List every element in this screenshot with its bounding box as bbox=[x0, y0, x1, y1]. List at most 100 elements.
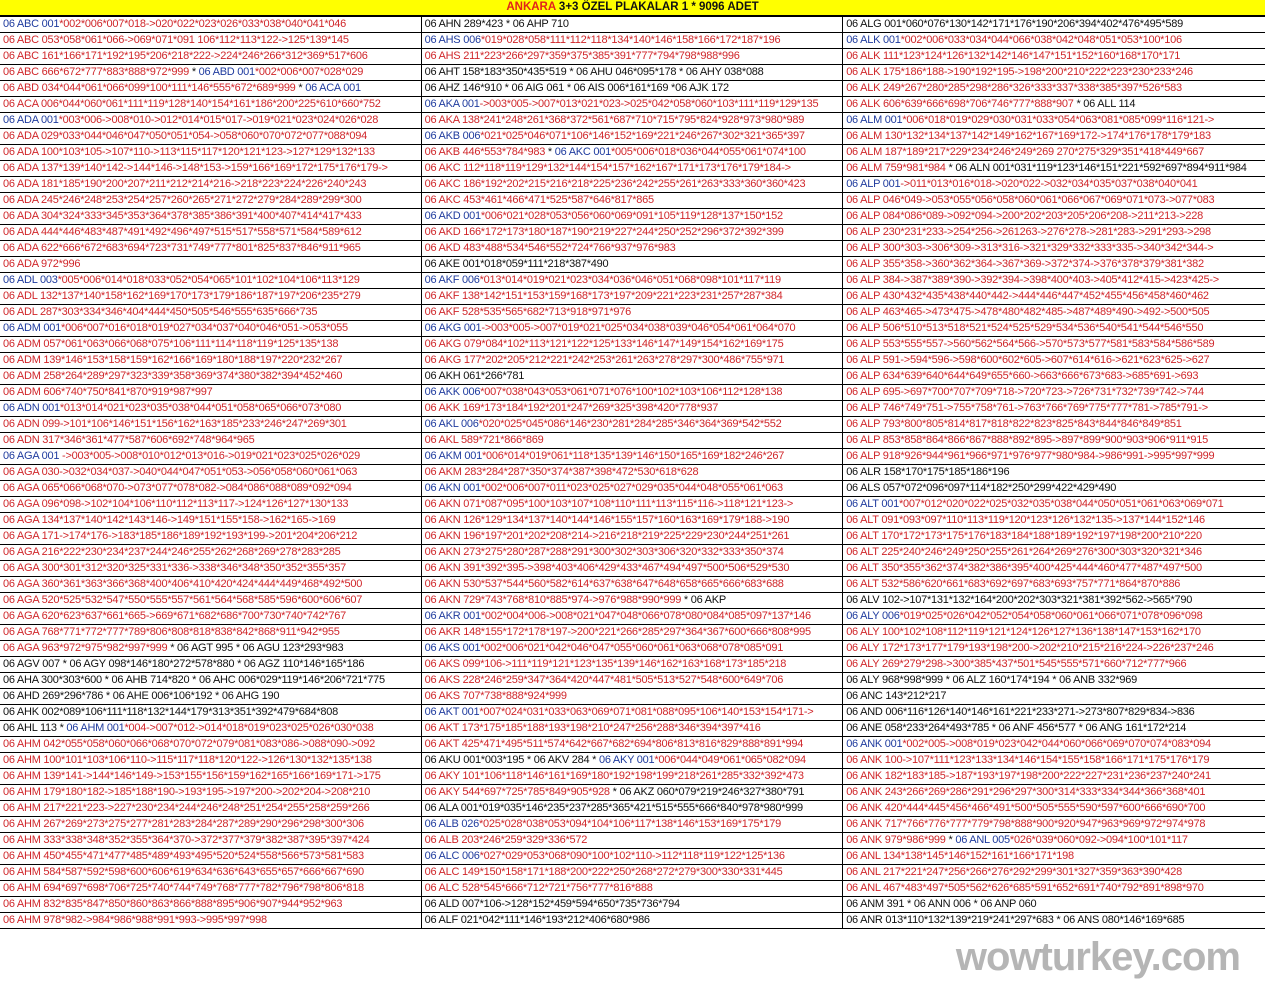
plate-row: 06 ALK 001*002*006*033*034*044*066*038*0… bbox=[843, 33, 1265, 49]
plate-segment: 06 AHL 113 * bbox=[3, 722, 67, 734]
plate-row: 06 ANK 717*766*776*777*779*798*888*900*9… bbox=[843, 817, 1265, 833]
plate-segment: *002*006*007*028*029 bbox=[254, 66, 364, 78]
plate-segment: 06 ALK 001 bbox=[846, 34, 901, 46]
plate-segment: 06 AGA 216*222*230*234*237*244*246*255*2… bbox=[3, 546, 341, 558]
plate-segment: 06 ALP 506*510*513*518*521*524*525*529*5… bbox=[846, 322, 1204, 334]
plate-row: 06 ADA 304*324*333*345*353*364*378*385*3… bbox=[0, 209, 421, 225]
plate-row: 06 ANC 143*212*217 bbox=[843, 689, 1265, 705]
plate-segment: *021*025*046*071*106*146*152*169*221*246… bbox=[480, 130, 805, 142]
plate-segment: 06 ALP 746*749*751->755*758*761->763*766… bbox=[846, 402, 1208, 414]
plate-segment: 06 ABC 161*166*171*192*195*206*218*222->… bbox=[3, 50, 368, 62]
plate-row: 06 AKA 138*241*248*261*368*372*561*687*7… bbox=[421, 113, 843, 129]
plate-segment: 06 ABC 001 bbox=[3, 18, 60, 30]
plate-segment: *006*018*019*029*030*031*033*054*063*081… bbox=[902, 114, 1215, 126]
plate-segment: 06 AHM 450*455*471*477*485*489*493*495*5… bbox=[3, 850, 364, 862]
plate-row: 06 AGA 030->032*034*037->040*044*047*051… bbox=[0, 465, 421, 481]
plate-row: 06 ANK 420*444*445*456*466*491*500*505*5… bbox=[843, 801, 1265, 817]
plate-segment: 06 ADA 245*246*248*253*254*257*260*265*2… bbox=[3, 194, 362, 206]
plate-segment: 06 AKF 006 bbox=[424, 274, 480, 286]
plate-row: 06 AGA 963*972*975*982*997*999 * 06 AGT … bbox=[0, 641, 421, 657]
plate-segment: 06 AKS 099*106->111*119*121*123*135*139*… bbox=[424, 658, 787, 670]
plate-segment: 06 ADA 029*033*044*046*047*050*051*054->… bbox=[3, 130, 368, 142]
plate-row: 06 ADL 287*303*334*346*404*444*450*505*5… bbox=[0, 305, 421, 321]
plate-row: 06 AKR 148*155*172*178*197->200*221*266*… bbox=[421, 625, 843, 641]
plate-row: 06 ADM 606*740*750*841*870*919*987*997 bbox=[0, 385, 421, 401]
plate-segment: 06 AKB 446*553*784*983 bbox=[424, 146, 546, 158]
plate-segment: 06 AKG 001 bbox=[424, 322, 482, 334]
plate-row: 06 ALP 793*800*805*814*817*818*822*823*8… bbox=[843, 417, 1265, 433]
plate-row: 06 ALS 057*072*096*097*114*182*250*299*4… bbox=[843, 481, 1265, 497]
plate-segment: 06 ADL 132*137*140*158*162*169*170*173*1… bbox=[3, 290, 361, 302]
plate-segment: 06 ADA 181*185*190*200*207*211*212*214*2… bbox=[3, 178, 367, 190]
plate-row: 06 AKR 001*002*004*006->008*021*047*048*… bbox=[421, 609, 843, 625]
plate-segment: 06 AHM 042*055*058*060*066*068*070*072*0… bbox=[3, 738, 376, 750]
plate-row: 06 AHM 267*269*273*275*277*281*283*284*2… bbox=[0, 817, 421, 833]
plate-segment: 06 AGA 620*623*637*661*665->669*671*682*… bbox=[3, 610, 347, 622]
plate-segment: 06 AKN 071*087*095*100*103*107*108*110*1… bbox=[424, 498, 794, 510]
plate-row: 06 AKL 589*721*866*869 bbox=[421, 433, 843, 449]
plate-segment: 06 ADA 137*139*140*142->144*146->148*153… bbox=[3, 162, 388, 174]
plate-row: 06 AKS 001*002*006*021*042*046*047*055*0… bbox=[421, 641, 843, 657]
plate-segment: 06 AHM 267*269*273*275*277*281*283*284*2… bbox=[3, 818, 364, 830]
plate-row: 06 AGA 096*098->102*104*106*110*112*113*… bbox=[0, 497, 421, 513]
plate-segment: 06 AKE 001*018*059*111*218*387*490 bbox=[424, 258, 609, 270]
plate-row: 06 ALP 084*086*089->092*094->200*202*203… bbox=[843, 209, 1265, 225]
plate-segment: 06 AHM 333*338*348*352*355*364*370->372*… bbox=[3, 834, 370, 846]
plate-segment: *002*004*006->008*021*047*048*066*078*08… bbox=[480, 610, 811, 622]
plate-segment: 06 ADM 001 bbox=[3, 322, 62, 334]
plate-segment: *002*005->008*019*023*042*044*060*066*06… bbox=[902, 738, 1211, 750]
plate-segment: 06 ALT 091*093*097*110*113*119*120*123*1… bbox=[846, 514, 1205, 526]
plate-segment: 06 AHM 139*141->144*146*149->153*155*156… bbox=[3, 770, 381, 782]
plate-segment: *025*028*038*053*094*104*106*117*138*146… bbox=[478, 818, 782, 830]
plate-row: 06 ALC 149*150*158*171*188*200*222*250*2… bbox=[421, 865, 843, 881]
plate-row: 06 AKK 169*173*184*192*201*247*269*325*3… bbox=[421, 401, 843, 417]
plate-row: 06 ACA 006*044*060*061*111*119*128*140*1… bbox=[0, 97, 421, 113]
sheet-title: ANKARA 3+3 ÖZEL PLAKALAR 1 * 9096 ADET bbox=[0, 0, 1265, 17]
watermark: wowturkey.com bbox=[955, 935, 1241, 979]
plate-row: 06 AKT 425*471*495*511*574*642*667*682*6… bbox=[421, 737, 843, 753]
plate-row: 06 ALF 021*042*111*146*193*212*406*680*9… bbox=[421, 913, 843, 929]
plate-segment: 06 ALP 591->594*596->598*600*602*605->60… bbox=[846, 354, 1210, 366]
plate-row: 06 ALT 001*007*012*020*022*025*032*035*0… bbox=[843, 497, 1265, 513]
plate-segment: 06 ANM 391 * 06 ANN 006 * 06 ANP 060 bbox=[846, 898, 1037, 910]
plate-segment: 06 AND 006*116*126*140*146*161*221*233*2… bbox=[846, 706, 1195, 718]
plate-segment: 06 ALM 187*189*217*229*234*246*249*269 2… bbox=[846, 146, 1205, 158]
plate-segment: * 06 ALL 114 bbox=[1073, 98, 1136, 110]
plate-row: 06 AHA 300*303*600 * 06 AHB 714*820 * 06… bbox=[0, 673, 421, 689]
plate-row: 06 ALP 918*926*944*961*966*971*976*977*9… bbox=[843, 449, 1265, 465]
plate-row: 06 AKH 061*266*781 bbox=[421, 369, 843, 385]
plate-segment: 06 AHA 300*303*600 * 06 AHB 714*820 * 06… bbox=[3, 674, 385, 686]
plate-segment: 06 AKY 001 bbox=[598, 754, 655, 766]
plate-segment: 06 ADA 622*666*672*683*694*723*731*749*7… bbox=[3, 242, 361, 254]
plate-row: 06 ALY 269*279*298->300*385*437*501*545*… bbox=[843, 657, 1265, 673]
plate-segment: *007*038*043*053*061*071*076*100*102*103… bbox=[480, 386, 783, 398]
plate-segment: 06 AHM 694*697*698*706*725*740*744*749*7… bbox=[3, 882, 364, 894]
plate-row: 06 ALT 350*355*362*374*382*386*395*400*4… bbox=[843, 561, 1265, 577]
plate-segment: ->011*013*016*018->020*022->032*034*035*… bbox=[900, 178, 1198, 190]
plate-row: 06 ALM 001*006*018*019*029*030*031*033*0… bbox=[843, 113, 1265, 129]
plate-segment: 06 AKR 148*155*172*178*197->200*221*266*… bbox=[424, 626, 812, 638]
plate-segment: 06 AKB 006 bbox=[424, 130, 481, 142]
plate-row: 06 AHS 211*223*266*297*359*375*385*391*7… bbox=[421, 49, 843, 65]
plate-row: 06 AHM 217*221*223->227*230*234*244*246*… bbox=[0, 801, 421, 817]
plate-segment: 06 ALY 006 bbox=[846, 610, 900, 622]
plate-row: 06 ALP 001->011*013*016*018->020*022->03… bbox=[843, 177, 1265, 193]
plate-segment: 06 ALY 968*998*999 * 06 ALZ 160*174*194 … bbox=[846, 674, 1137, 686]
plate-column-2: 06 AHN 289*423 * 06 AHP 710 06 AHS 006*01… bbox=[421, 17, 844, 929]
plate-row: 06 ABC 053*058*061*066->069*071*091 106*… bbox=[0, 33, 421, 49]
plate-row: 06 ALP 695->697*700*707*709*718->720*723… bbox=[843, 385, 1265, 401]
plate-segment: 06 ALP 001 bbox=[846, 178, 901, 190]
plate-segment: 06 AKD 001 bbox=[424, 210, 481, 222]
plate-segment: 06 ALY 100*102*108*112*119*121*124*126*1… bbox=[846, 626, 1201, 638]
plate-row: 06 AHM 584*587*592*598*600*606*619*634*6… bbox=[0, 865, 421, 881]
plate-segment: 06 ALP 046*049->053*055*056*058*060*061*… bbox=[846, 194, 1215, 206]
plate-segment: 06 ALK 249*267*280*285*298*286*326*333*3… bbox=[846, 82, 1182, 94]
plate-segment: 06 ALT 532*586*620*661*683*692*697*683*6… bbox=[846, 578, 1181, 590]
plate-segment: 06 ALM 001 bbox=[846, 114, 903, 126]
plate-segment: 06 AGA 520*525*532*547*550*555*557*561*5… bbox=[3, 594, 363, 606]
plate-segment: 06 AHD 269*296*786 * 06 AHE 006*106*192 … bbox=[3, 690, 280, 702]
plate-row: 06 AKM 283*284*287*350*374*387*398*472*5… bbox=[421, 465, 843, 481]
plate-row: 06 ANR 013*110*132*139*219*241*297*683 *… bbox=[843, 913, 1265, 929]
plate-segment: *006*007*016*018*019*027*034*037*040*046… bbox=[61, 322, 348, 334]
plate-row: 06 ALY 100*102*108*112*119*121*124*126*1… bbox=[843, 625, 1265, 641]
